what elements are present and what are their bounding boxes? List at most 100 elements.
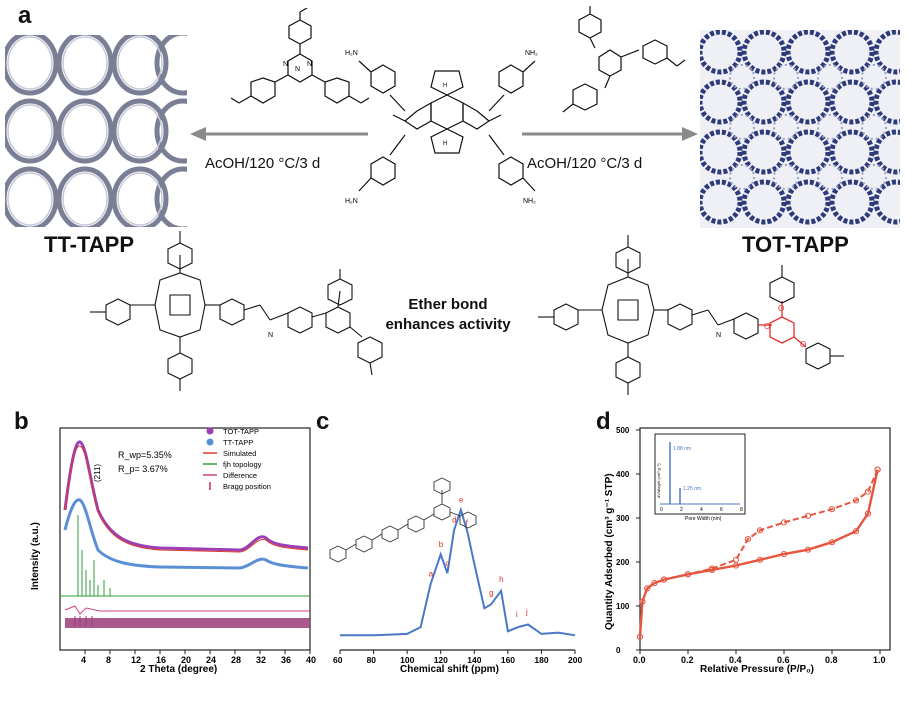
inset-y-axis-label: dV/dlogW (cm³ g⁻¹) (656, 463, 661, 498)
nmr-x-tick-label: 100 (400, 655, 414, 665)
isotherm-data-point (684, 571, 692, 578)
tapp-porphyrin-structure: H₂N NH₂ H₂N NH₂ H H (345, 50, 538, 205)
svg-text:O: O (800, 340, 806, 349)
pxrd-x-tick-label: 12 (131, 655, 141, 665)
isotherm-data-point (874, 466, 881, 473)
legend-entry: TOT-TAPP (223, 427, 259, 436)
difference-curve (64, 605, 310, 615)
pxrd-x-tick-label: 24 (206, 655, 216, 665)
isotherm-data-point (660, 576, 668, 583)
left-reaction-condition: AcOH/120 °C/3 d (205, 155, 321, 172)
svg-text:N: N (716, 332, 721, 339)
nmr-peak-label: b (439, 540, 444, 549)
nmr-x-tick-label: 200 (568, 655, 582, 665)
pore-peak-2-label: 1.25 nm (683, 486, 701, 492)
tt-monomer-structure: NN N (230, 8, 370, 104)
svg-text:N: N (283, 61, 288, 68)
panel-b-letter: b (14, 408, 29, 435)
tot-monomer-structure (562, 6, 686, 113)
isotherm-data-point (864, 488, 872, 495)
svg-text:N: N (307, 61, 312, 68)
isotherm-plot-frame (639, 427, 891, 651)
ether-bond-note: Ether bond enhances activity (378, 295, 518, 335)
isotherm-data-point (756, 556, 764, 563)
isotherm-y-tick-label: 300 (616, 514, 630, 523)
panel-d-letter: d (596, 408, 611, 435)
nmr-x-tick-label: 120 (434, 655, 448, 665)
nmr-x-axis-label: Chemical shift (ppm) (400, 664, 499, 675)
nmr-peak-label: h (499, 575, 503, 584)
nmr-peak-label: g (489, 589, 493, 598)
nmr-peak-label: c (445, 559, 449, 568)
isotherm-y-tick-label: 500 (616, 426, 630, 435)
isotherm-x-tick-label: 0.4 (729, 655, 742, 665)
isotherm-x-tick-label: 1.0 (873, 655, 886, 665)
tot-tapp-label: TOT-TAPP (742, 232, 849, 257)
pxrd-legend: TOT-TAPP TT-TAPP Simulated fjh topology Diff… (203, 427, 271, 491)
tot-tapp-repeat-structure: O O O N (538, 235, 844, 395)
isotherm-data-point (732, 556, 740, 563)
isotherm-y-tick-label: 400 (616, 470, 630, 479)
nmr-spectrum-curve (340, 506, 576, 637)
pxrd-x-axis-label: 2 Theta (degree) (140, 664, 217, 675)
svg-text:NH₂: NH₂ (523, 198, 536, 205)
isotherm-data-point (651, 580, 658, 587)
pxrd-x-tick-label: 28 (231, 655, 241, 665)
svg-text:N: N (295, 66, 300, 73)
tt-tapp-pxrd-curve (63, 498, 309, 570)
svg-text:H₂N: H₂N (345, 50, 358, 57)
nmr-x-tick-label: 180 (534, 655, 548, 665)
isotherm-data-point (644, 585, 651, 592)
nmr-peak-label: f (466, 518, 469, 527)
nmr-x-tick-label: 80 (367, 655, 377, 665)
pxrd-chart: Intensity (a.u.) 2 Theta (degree) 4 8 12 16… (30, 427, 316, 675)
right-reaction-condition: AcOH/120 °C/3 d (527, 155, 643, 172)
svg-text:O: O (764, 322, 770, 331)
legend-entry: TT-TAPP (223, 438, 253, 447)
isotherm-data-point (828, 539, 836, 546)
inset-x-tick-label: 0 (660, 507, 663, 513)
isotherm-data-point (804, 546, 812, 553)
isotherm-data-point (744, 536, 752, 543)
isotherm-x-tick-label: 0.2 (681, 655, 694, 665)
legend-entry: fjh topology (223, 460, 262, 469)
ether-note-line2: enhances activity (385, 316, 511, 333)
svg-text:H₂N: H₂N (345, 198, 358, 205)
pxrd-x-tick-label: 16 (156, 655, 166, 665)
isotherm-x-tick-label: 0.6 (777, 655, 790, 665)
ssnmr-chart: 60 80 100 120 140 160 180 200 Chemical shift (p… (329, 477, 582, 675)
nmr-peak-label: e (459, 495, 464, 504)
pore-size-inset: 1.88 nm 1.25 nm 0 2 4 6 8 Pore Width (nm) dV… (654, 433, 746, 522)
ether-note-line1: Ether bond (408, 296, 488, 313)
n2-isotherm-chart: Quantity Adsorbed (cm³ g⁻¹ STP) Relative… (604, 426, 891, 675)
nmr-peak-label: d (452, 516, 456, 525)
isotherm-data-point (864, 510, 872, 517)
nmr-peak-label: j (525, 607, 528, 616)
isotherm-y-axis-label: Quantity Adsorbed (cm³ g⁻¹ STP) (604, 473, 615, 630)
isotherm-x-axis-label: Relative Pressure (P/P₀) (700, 664, 814, 675)
nmr-x-tick-label: 60 (333, 655, 343, 665)
isotherm-data-point (852, 528, 860, 535)
pxrd-x-tick-label: 4 (81, 655, 86, 665)
miller-index-annotation: (211) (93, 464, 102, 482)
pxrd-y-axis-label: Intensity (a.u.) (30, 522, 41, 590)
nmr-peak-label: i (516, 610, 518, 619)
legend-entry: Simulated (223, 449, 256, 458)
pxrd-x-tick-label: 40 (306, 655, 316, 665)
svg-text:NH₂: NH₂ (525, 50, 538, 57)
legend-marker (206, 438, 214, 446)
pxrd-x-tick-label: 20 (181, 655, 191, 665)
right-arrow (522, 127, 698, 141)
tt-tapp-repeat-structure: N (90, 231, 383, 391)
simulated-pxrd-curve (64, 445, 309, 553)
svg-text:H: H (443, 83, 447, 89)
legend-entry: Difference (223, 471, 257, 480)
isotherm-y-tick-label: 200 (616, 558, 630, 567)
fjh-topology-sticks (77, 515, 111, 596)
rwp-annotation: R_wp=5.35% (118, 450, 172, 460)
isotherm-data-point (708, 565, 716, 572)
nmr-x-tick-label: 140 (467, 655, 481, 665)
pore-peak-1-label: 1.88 nm (673, 446, 691, 452)
inset-x-tick-label: 6 (720, 507, 723, 513)
nmr-fragment-structure (329, 477, 477, 563)
